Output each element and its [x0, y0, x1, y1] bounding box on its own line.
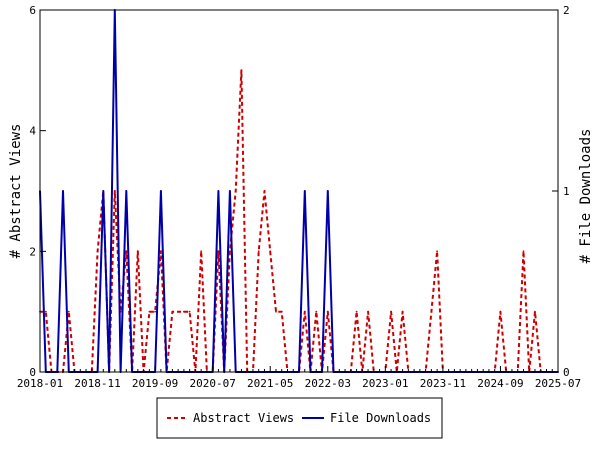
x-tick-label: 2023-11: [420, 377, 466, 390]
data-point-abstract-views: [136, 250, 139, 253]
x-tick-label: 2022-03: [305, 377, 351, 390]
legend-label-file-downloads: File Downloads: [330, 411, 431, 425]
data-point-file-downloads: [303, 190, 306, 192]
data-point-abstract-views: [240, 69, 243, 72]
y-left-tick-label: 4: [29, 125, 36, 138]
y-right-tick-label: 1: [563, 185, 570, 198]
data-point-abstract-views: [67, 310, 70, 313]
y-right-tick-label: 2: [563, 4, 570, 17]
ticks-layer: 2018-01 2018-11 2019-09 2020-07 2021-05 2022-…: [17, 4, 581, 390]
y-left-tick-label: 0: [29, 366, 36, 379]
data-point-abstract-views: [44, 310, 47, 313]
x-tick-label: 2023-01: [362, 377, 408, 390]
data-point-abstract-views: [113, 190, 116, 192]
y-left-tick-label: 6: [29, 4, 36, 17]
y-axis-left-title: # Abstract Views: [8, 124, 24, 259]
data-point-file-downloads: [229, 190, 231, 192]
x-tick-label: 2020-07: [189, 377, 235, 390]
data-point-abstract-views: [326, 310, 329, 313]
data-point-abstract-views: [430, 310, 433, 313]
y-right-tick-label: 0: [563, 366, 570, 379]
data-point-abstract-views: [171, 310, 174, 313]
legend: Abstract Views File Downloads: [156, 397, 443, 439]
data-point-abstract-views: [280, 310, 283, 313]
data-point-abstract-views: [183, 310, 185, 313]
y-axis-right-title: # File Downloads: [578, 129, 594, 264]
data-point-abstract-views: [148, 310, 151, 313]
data-point-abstract-views: [188, 310, 191, 313]
x-tick-label: 2024-09: [477, 377, 523, 390]
data-point-abstract-views: [125, 250, 128, 253]
data-point-abstract-views: [436, 250, 438, 253]
data-point-abstract-views: [160, 250, 162, 253]
data-point-abstract-views: [96, 250, 99, 253]
data-point-abstract-views: [367, 310, 369, 313]
data-point-file-downloads: [217, 190, 220, 192]
data-point-abstract-views: [229, 250, 231, 253]
data-point-file-downloads: [62, 190, 64, 192]
y-left-tick-label: 2: [29, 245, 36, 258]
data-point-file-downloads: [125, 190, 128, 192]
data-point-abstract-views: [263, 190, 266, 192]
data-point-file-downloads: [102, 190, 105, 192]
x-tick-label: 2025-07: [535, 377, 581, 390]
x-tick-label: 2019-09: [132, 377, 178, 390]
data-point-abstract-views: [401, 310, 404, 313]
data-point-abstract-views: [234, 190, 237, 192]
data-point-file-downloads: [326, 190, 329, 192]
legend-box: [156, 397, 443, 439]
legend-label-abstract-views: Abstract Views: [193, 411, 294, 425]
data-point-abstract-views: [315, 310, 318, 313]
x-tick-label: 2021-05: [247, 377, 293, 390]
data-point-abstract-views: [534, 310, 536, 313]
data-point-abstract-views: [257, 250, 260, 253]
data-point-file-downloads: [160, 190, 162, 192]
x-tick-label: 2018-11: [74, 377, 120, 390]
data-point-abstract-views: [217, 250, 220, 253]
data-point-abstract-views: [154, 310, 157, 313]
data-point-abstract-views: [269, 250, 272, 253]
data-point-abstract-views: [275, 310, 277, 313]
data-point-abstract-views: [355, 310, 358, 313]
data-point-abstract-views: [303, 310, 306, 313]
data-point-abstract-views: [177, 310, 180, 313]
data-point-abstract-views: [390, 310, 392, 313]
data-point-abstract-views: [200, 250, 203, 253]
data-point-abstract-views: [499, 310, 502, 313]
data-point-abstract-views: [522, 250, 525, 253]
x-tick-label: 2018-01: [17, 377, 63, 390]
